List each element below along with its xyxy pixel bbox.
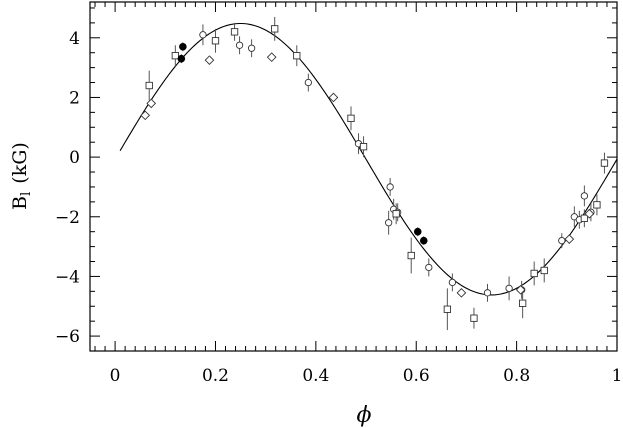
data-point-filled (419, 236, 428, 245)
y-axis-label-subscript: l (19, 192, 34, 196)
y-axis-label: Bl (kG) (9, 142, 34, 210)
data-point-square (540, 266, 548, 275)
x-tick-label: 0.6 (403, 366, 430, 386)
y-tick-label: 0 (69, 148, 80, 168)
y-tick-label: 4 (69, 29, 80, 49)
data-point-circle (558, 236, 566, 245)
data-point-diamond (204, 55, 215, 66)
data-point-diamond (146, 98, 157, 109)
plot-frame (89, 1, 618, 352)
y-tick-label: −6 (55, 327, 80, 347)
data-point-square (470, 314, 478, 322)
data-point-square (392, 210, 400, 218)
model-curve (119, 22, 618, 296)
data-point-circle (199, 31, 207, 39)
data-point-square (271, 25, 279, 33)
data-point-circle (235, 41, 244, 49)
x-tick-label: 0.8 (503, 366, 530, 386)
data-point-diamond (328, 92, 339, 103)
data-point-square (171, 52, 179, 60)
data-point-filled (413, 227, 422, 236)
data-point-circle (247, 44, 256, 52)
data-point-square (407, 251, 415, 260)
data-point-circle (425, 263, 433, 272)
y-tick-label: 2 (69, 88, 80, 108)
x-tick-label: 1 (612, 366, 623, 386)
model-curve-layer (119, 22, 618, 296)
data-points-layer (140, 16, 609, 331)
data-point-diamond (584, 208, 595, 219)
data-point-square (593, 201, 601, 209)
y-axis-label-units: (kG) (9, 142, 31, 184)
x-axis-label: ϕ (357, 403, 372, 428)
data-point-circle (386, 183, 394, 191)
data-point-square (211, 37, 220, 45)
data-point-diamond (140, 110, 151, 121)
data-point-square (359, 143, 368, 151)
data-point-circle (448, 278, 457, 287)
data-point-square (443, 305, 452, 313)
y-tick-label: −2 (55, 208, 80, 228)
y-tick-label: −4 (55, 267, 80, 287)
data-point-square (600, 159, 609, 167)
data-point-square (145, 81, 153, 90)
data-point-square (230, 28, 239, 36)
data-point-square (580, 214, 589, 222)
data-point-square (518, 299, 527, 307)
data-point-square (293, 52, 301, 60)
data-point-circle (483, 289, 492, 297)
data-point-diamond (564, 234, 575, 244)
x-tick-label: 0 (110, 366, 121, 386)
data-point-diamond (266, 52, 277, 63)
data-point-square (347, 114, 355, 122)
y-axis-label-symbol: B (9, 196, 31, 210)
x-tick-label: 0.4 (302, 366, 329, 386)
data-point-filled (177, 54, 186, 63)
data-point-circle (384, 219, 393, 227)
data-point-square (530, 269, 538, 278)
data-point-circle (580, 192, 589, 200)
x-tick-label: 0.2 (202, 366, 229, 386)
data-point-filled (179, 42, 187, 51)
data-point-diamond (456, 287, 467, 298)
data-point-circle (304, 78, 312, 87)
axis-ticks: 0 0.2 0.4 0.6 0.8 1 −6 −4 −2 0 2 4 (55, 2, 622, 386)
data-point-circle (505, 284, 513, 293)
data-point-diamond (515, 285, 526, 295)
